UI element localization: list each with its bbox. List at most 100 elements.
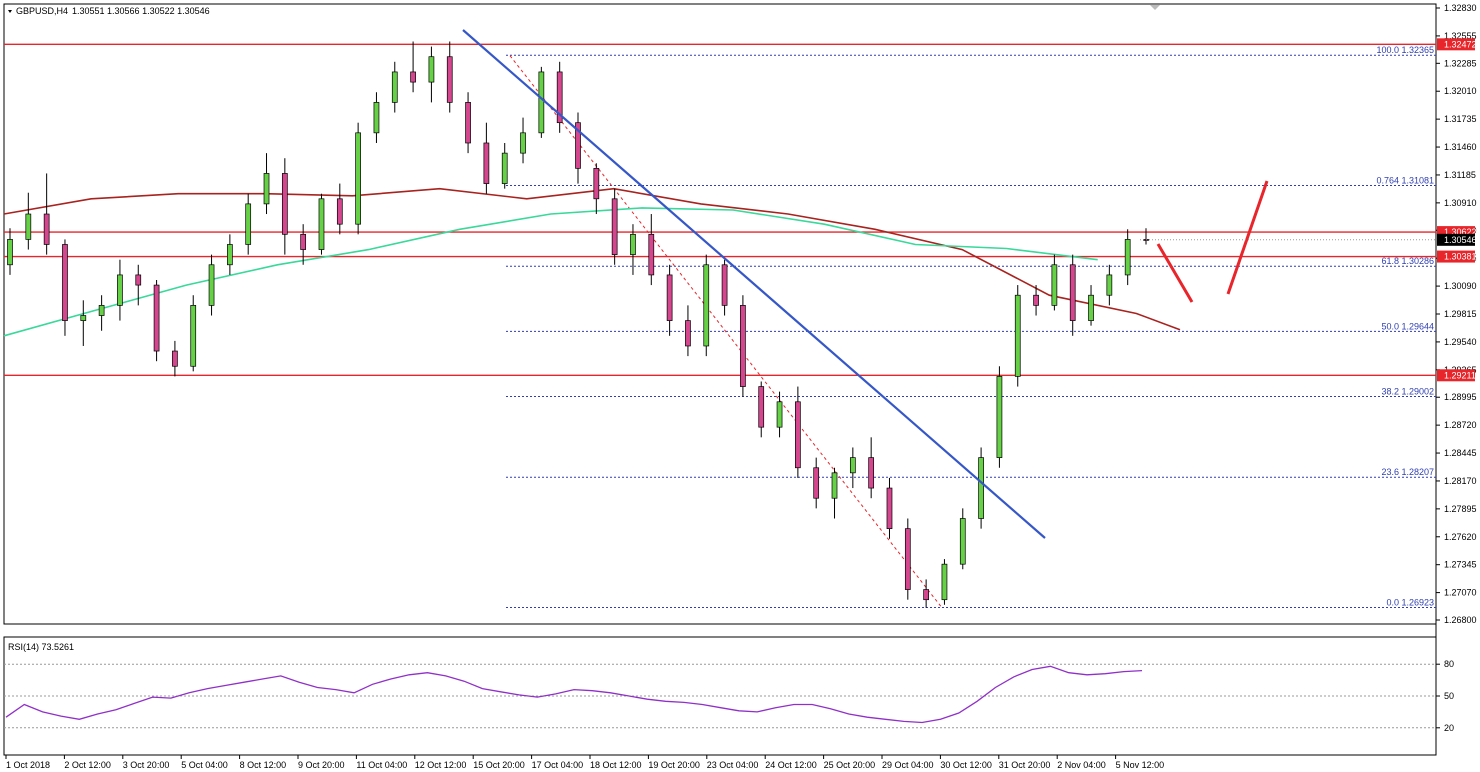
x-tick-label: 9 Oct 20:00 [298, 760, 345, 770]
candle-body [648, 233, 655, 276]
y-tick-label: 1.30090 [1444, 281, 1477, 291]
candle-body [630, 233, 636, 255]
x-tick-label: 5 Oct 04:00 [181, 760, 228, 770]
price-tag-label: 1.32472 [1444, 39, 1477, 49]
candle-body [263, 173, 270, 205]
candle-body [740, 305, 746, 387]
candle-body [978, 457, 984, 519]
x-tick-label: 8 Oct 12:00 [240, 760, 287, 770]
y-tick-label: 1.27620 [1444, 532, 1477, 542]
y-tick-label: 1.28170 [1444, 476, 1477, 486]
candle-body [959, 518, 966, 565]
y-tick-label: 1.28995 [1444, 392, 1477, 402]
x-tick-label: 25 Oct 20:00 [824, 760, 876, 770]
price-tag [1437, 369, 1475, 382]
candle-body [355, 132, 361, 225]
y-tick-label: 1.28445 [1444, 448, 1477, 458]
candle-body [1124, 239, 1131, 276]
candle-body [410, 71, 416, 83]
candle-body [795, 401, 801, 469]
candle-body [465, 102, 471, 144]
candle-body [501, 152, 508, 184]
main-frame [3, 3, 1437, 625]
candle-body [996, 376, 1003, 458]
price-tag [1437, 233, 1475, 246]
moving-average-red [3, 187, 1181, 331]
price-tag-label: 1.29211 [1444, 370, 1476, 380]
candle-body [520, 132, 526, 154]
candle-body [80, 315, 87, 321]
candle-body [758, 386, 765, 428]
candle-body [1106, 274, 1113, 296]
candle-body [391, 71, 398, 103]
candle-body [281, 173, 288, 235]
rsi-tick-label: 80 [1444, 659, 1454, 669]
price-tag [1437, 250, 1475, 263]
candle-body [7, 239, 13, 266]
fib-level-label: 38.2 1.29002 [1381, 387, 1434, 397]
candle-body [227, 244, 233, 266]
x-tick-label: 5 Nov 12:00 [1116, 760, 1165, 770]
y-tick-label: 1.27345 [1444, 560, 1477, 570]
candle-body [300, 233, 307, 250]
candle-body [886, 487, 893, 530]
rsi-tick-label: 50 [1444, 691, 1454, 701]
x-tick-label: 11 Oct 04:00 [356, 760, 407, 770]
price-tag-label: 1.30546 [1444, 235, 1477, 245]
x-tick-label: 24 Oct 12:00 [765, 760, 817, 770]
y-tick-label: 1.32555 [1444, 31, 1477, 41]
y-tick-label: 1.27895 [1444, 504, 1477, 514]
candle-body [703, 264, 710, 347]
y-tick-label: 1.26800 [1444, 615, 1477, 625]
fib-level-label: 23.6 1.28207 [1381, 467, 1434, 477]
candle-body [849, 457, 856, 474]
candle-body [25, 213, 32, 240]
candle-body [98, 305, 105, 316]
candle-body [483, 142, 490, 184]
x-tick-label: 17 Oct 04:00 [532, 760, 584, 770]
dropdown-arrow-icon [8, 10, 12, 13]
candle-body [904, 528, 911, 590]
candle-body [666, 274, 673, 321]
y-tick-label: 1.31460 [1444, 142, 1477, 152]
fib-level-label: 100.0 1.32365 [1376, 45, 1434, 55]
candle-body [245, 203, 252, 245]
candle-body [611, 198, 618, 255]
fib-level-label: 0.764 1.31081 [1376, 176, 1434, 186]
fib-level-label: 0.0 1.26923 [1386, 598, 1434, 608]
y-tick-label: 1.32830 [1444, 3, 1477, 13]
y-tick-label: 1.31185 [1444, 170, 1476, 180]
candle-body [556, 71, 563, 124]
x-tick-label: 15 Oct 20:00 [473, 760, 525, 770]
candle-body [1069, 264, 1076, 321]
x-tick-label: 29 Oct 04:00 [882, 760, 934, 770]
x-tick-label: 12 Oct 12:00 [415, 760, 467, 770]
x-tick-label: 19 Oct 20:00 [648, 760, 700, 770]
y-tick-label: 1.28720 [1444, 420, 1477, 430]
rsi-line [5, 665, 1143, 724]
y-tick-label: 1.31735 [1444, 114, 1477, 124]
y-tick-label: 1.30910 [1444, 198, 1477, 208]
rsi-tick-label: 20 [1444, 723, 1454, 733]
y-tick-label: 1.32285 [1444, 58, 1477, 68]
candle-body [1033, 294, 1039, 306]
candle-body [685, 320, 691, 347]
candle-body [62, 244, 68, 321]
fib-level-label: 50.0 1.29644 [1381, 321, 1434, 331]
moving-average-green [3, 207, 1098, 337]
price-tag [1437, 38, 1475, 51]
candle-body [153, 284, 160, 352]
x-tick-label: 3 Oct 20:00 [123, 760, 170, 770]
candle-body [538, 71, 545, 134]
fib-diagonal-line [509, 55, 943, 609]
rsi-label: RSI(14) 73.5261 [8, 642, 74, 652]
candle-body [1014, 294, 1021, 377]
x-tick-label: 30 Oct 12:00 [940, 760, 992, 770]
candle-body [1051, 264, 1058, 306]
x-tick-label: 23 Oct 04:00 [707, 760, 759, 770]
candle-body [336, 198, 343, 225]
candle-body [721, 264, 728, 306]
x-tick-label: 2 Oct 12:00 [64, 760, 111, 770]
candle-body [208, 264, 215, 306]
